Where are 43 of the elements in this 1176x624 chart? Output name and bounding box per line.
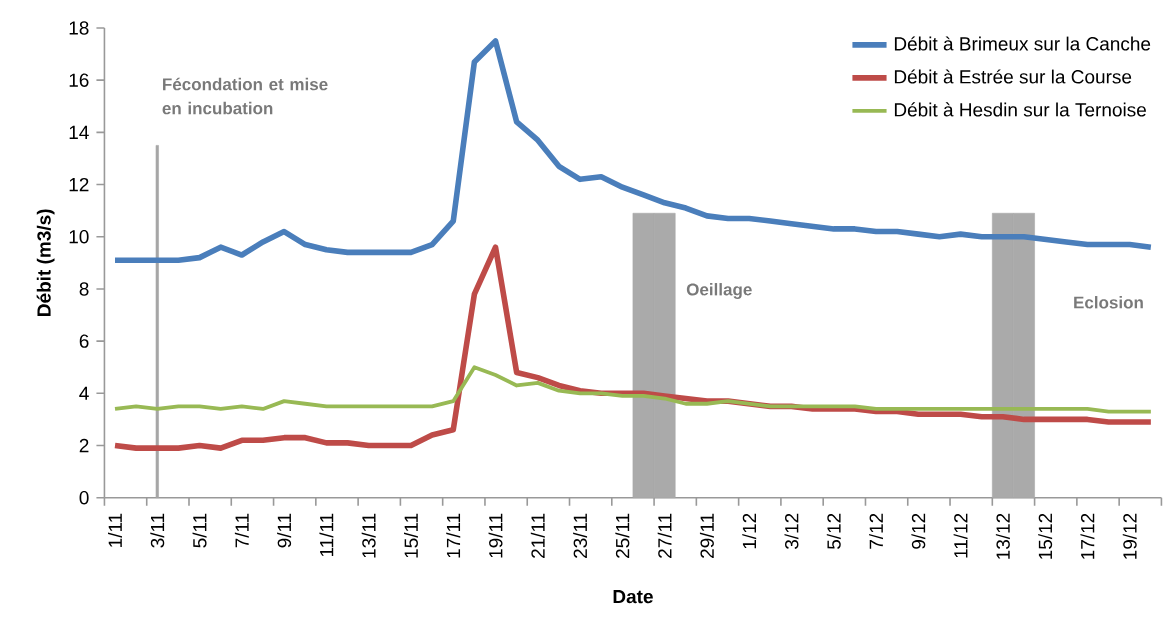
x-tick-label: 13/12 [995,513,1010,559]
y-tick-label: 14 [69,125,89,139]
x-tick-label: 3/12 [784,513,799,550]
x-tick-label: 1/12 [742,513,757,549]
annotation: Fécondation et mise en incubation [162,77,328,115]
x-tick-label: 5/12 [826,513,841,549]
x-tick-label: 29/11 [699,513,714,558]
annotation: Oeillage [686,283,752,299]
x-tick-label: 11/11 [319,513,334,557]
x-tick-label: 19/11 [488,513,503,558]
x-tick-label: 11/12 [953,513,968,558]
x-tick-label: 25/11 [615,513,630,558]
x-axis-title: Date [613,590,653,604]
y-tick-label: 2 [79,438,89,453]
x-tick-label: 7/11 [234,513,249,548]
x-tick-label: 19/12 [1122,513,1137,559]
x-tick-label: 15/12 [1038,513,1053,559]
legend-label: Débit à Estrée sur la Course [894,69,1132,84]
y-axis-title: Débit (m3/s) [36,209,55,316]
y-tick-label: 0 [79,490,89,505]
x-tick-label: 21/11 [530,513,545,558]
legend-label: Débit à Brimeux sur la Canche [894,36,1151,51]
annotation: Eclosion [1074,296,1143,309]
x-tick-label: 5/11 [192,513,207,548]
y-tick-label: 12 [69,177,89,192]
x-tick-label: 23/11 [573,513,588,558]
y-tick-label: 10 [69,230,89,244]
x-tick-label: 15/11 [403,513,418,558]
x-tick-label: 13/11 [361,513,376,558]
y-tick-label: 6 [79,334,89,348]
x-tick-label: 3/11 [150,513,165,548]
x-tick-label: 1/11 [108,513,122,547]
x-tick-label: 9/11 [277,513,292,548]
x-tick-label: 7/12 [869,513,884,549]
legend-label: Débit à Hesdin sur la Ternoise [894,102,1146,117]
y-tick-label: 16 [69,73,89,87]
x-tick-label: 9/12 [911,513,926,549]
y-tick-label: 8 [79,282,89,296]
x-tick-label: 17/11 [446,513,461,558]
x-tick-label: 27/11 [657,513,672,558]
y-tick-label: 4 [79,386,89,400]
x-tick-label: 17/12 [1080,513,1095,559]
y-tick-label: 18 [69,21,89,35]
